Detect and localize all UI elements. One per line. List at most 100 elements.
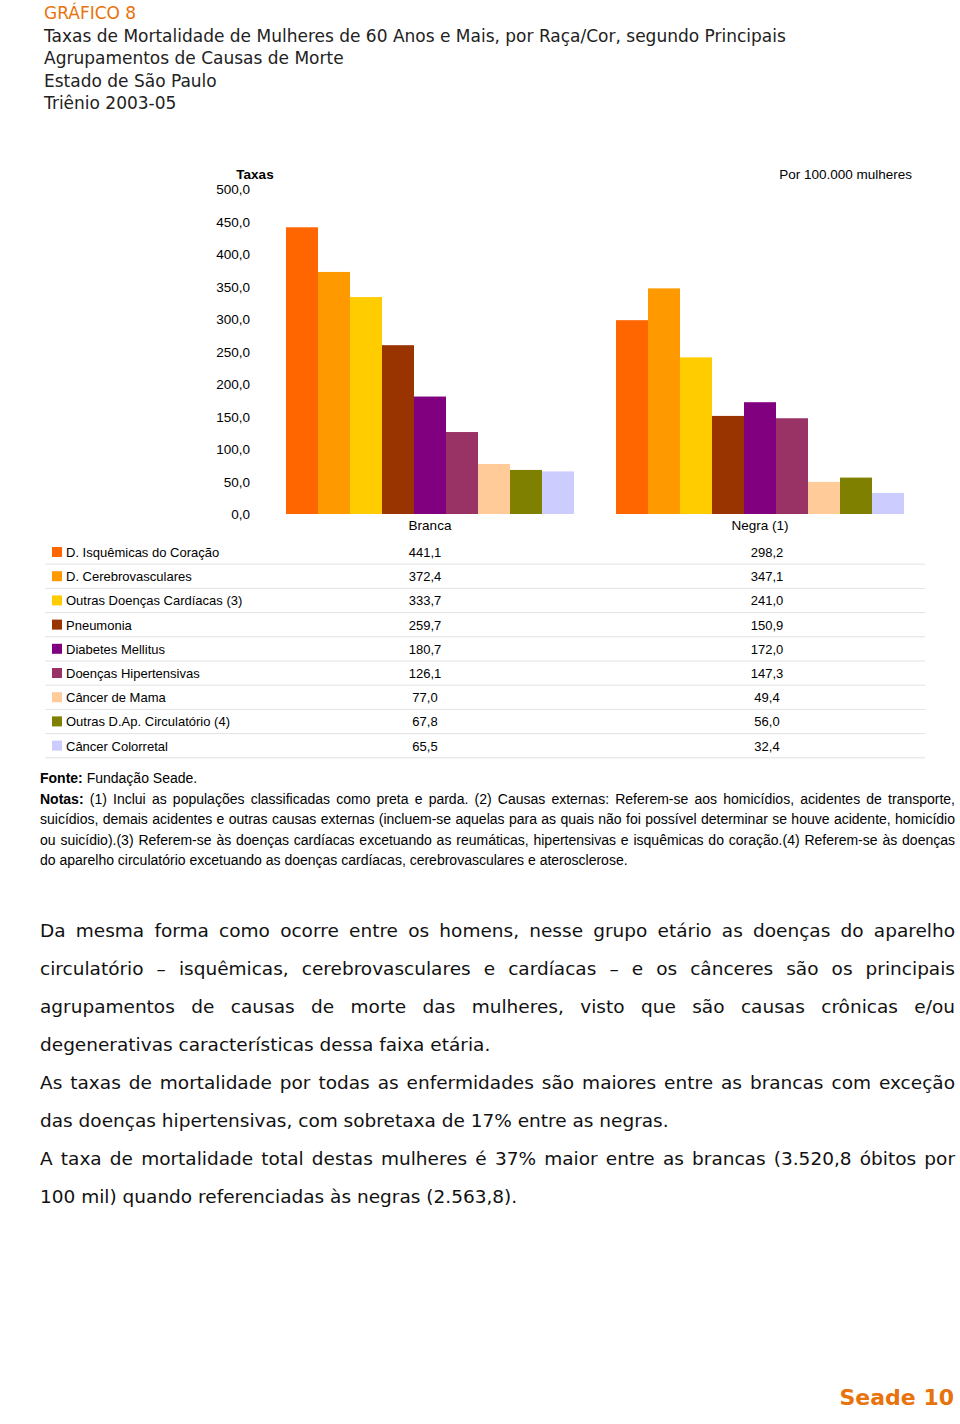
legend-label: D. Isquêmicas do Coração [66, 545, 219, 560]
legend-swatch [52, 668, 62, 678]
source: Fonte: Fundação Seade. [40, 768, 955, 789]
tick-label: 350,0 [216, 280, 250, 295]
bar [350, 297, 382, 514]
legend-swatch [52, 595, 62, 605]
footer-brand: Seade [839, 1385, 915, 1410]
bar [808, 482, 840, 514]
page-number: 10 [923, 1385, 954, 1410]
bar [478, 464, 510, 514]
table-value: 65,5 [412, 739, 437, 754]
footer: Seade 10 [839, 1385, 954, 1410]
tick [261, 481, 264, 482]
bar [712, 416, 744, 514]
notes-label: Notas: [40, 791, 84, 807]
table-value: 49,4 [754, 690, 779, 705]
tick [261, 351, 264, 352]
legend-swatch [52, 716, 62, 726]
bar [318, 272, 350, 514]
bar [382, 345, 414, 514]
legend-label: Outras D.Ap. Circulatório (4) [66, 714, 230, 729]
table-rule [45, 685, 925, 686]
bar [776, 418, 808, 514]
table-rule [45, 564, 925, 565]
bar [446, 432, 478, 514]
figure-label: GRÁFICO 8 [44, 2, 864, 25]
table-value: 147,3 [751, 666, 784, 681]
table-rule [45, 733, 925, 734]
tick [261, 189, 264, 190]
table-value: 259,7 [409, 618, 442, 633]
header: GRÁFICO 8Taxas de Mortalidade de Mulhere… [44, 2, 864, 115]
legend-label: Pneumonia [66, 618, 133, 633]
bar [680, 357, 712, 514]
legend-swatch [52, 644, 62, 654]
tick [261, 254, 264, 255]
tick [261, 221, 264, 222]
bar [510, 470, 542, 514]
tick-label: 100,0 [216, 442, 250, 457]
bar [840, 478, 872, 514]
tick [261, 449, 264, 450]
bar [648, 288, 680, 514]
legend-swatch [52, 741, 62, 751]
legend-swatch [52, 692, 62, 702]
tick [261, 384, 264, 385]
bar [286, 227, 318, 514]
notes-text: Notas: (1) Inclui as populações classifi… [40, 789, 955, 871]
table-value: 126,1 [409, 666, 442, 681]
legend-label: Outras Doenças Cardíacas (3) [66, 593, 242, 608]
tick [261, 416, 264, 417]
tick-label: 150,0 [216, 410, 250, 425]
table-value: 333,7 [409, 593, 442, 608]
tick-label: 300,0 [216, 312, 250, 327]
table-rule [45, 612, 925, 613]
notes: Fonte: Fundação Seade.Notas: (1) Inclui … [40, 768, 955, 871]
tick-label: 0,0 [231, 507, 250, 522]
notes-body: (1) Inclui as populações classificadas c… [40, 791, 955, 869]
legend-label: Doenças Hipertensivas [66, 666, 200, 681]
chart-title: Taxas de Mortalidade de Mulheres de 60 A… [44, 25, 834, 70]
tick-label: 500,0 [216, 182, 250, 197]
legend-label: Diabetes Mellitus [66, 642, 165, 657]
legend-swatch [52, 571, 62, 581]
table-value: 180,7 [409, 642, 442, 657]
category-label: Negra (1) [731, 518, 788, 533]
chart-subtitle: Triênio 2003-05 [44, 92, 864, 115]
chart-subtitle: Estado de São Paulo [44, 70, 864, 93]
table-value: 441,1 [409, 545, 442, 560]
table-value: 298,2 [751, 545, 784, 560]
bar [616, 320, 648, 514]
table-value: 67,8 [412, 714, 437, 729]
tick [261, 514, 264, 515]
table-rule [45, 588, 925, 589]
table-value: 372,4 [409, 569, 442, 584]
bars [286, 227, 904, 514]
tick [261, 286, 264, 287]
tick-label: 50,0 [224, 475, 250, 490]
table-rule [45, 661, 925, 662]
legend-label: Câncer de Mama [66, 690, 166, 705]
annotation: Por 100.000 mulheres [779, 167, 912, 182]
legend-label: Câncer Colorretal [66, 739, 168, 754]
table-value: 56,0 [754, 714, 779, 729]
table-rule [45, 636, 925, 637]
table-value: 32,4 [754, 739, 779, 754]
table-rule [45, 757, 925, 758]
paragraph: Da mesma forma como ocorre entre os home… [40, 912, 955, 1064]
table-value: 172,0 [751, 642, 784, 657]
table-value: 347,1 [751, 569, 784, 584]
table-value: 241,0 [751, 593, 784, 608]
legend-swatch [52, 547, 62, 557]
tick [261, 319, 264, 320]
body-text: Da mesma forma como ocorre entre os home… [40, 912, 955, 1216]
bar [542, 471, 574, 514]
table-rule [45, 709, 925, 710]
legend-swatch [52, 620, 62, 630]
y-axis-label: Taxas [236, 167, 273, 182]
legend-label: D. Cerebrovasculares [66, 569, 192, 584]
tick-label: 400,0 [216, 247, 250, 262]
source-text: Fundação Seade. [87, 770, 198, 786]
table-value: 77,0 [412, 690, 437, 705]
bar [414, 397, 446, 514]
tick-label: 450,0 [216, 215, 250, 230]
